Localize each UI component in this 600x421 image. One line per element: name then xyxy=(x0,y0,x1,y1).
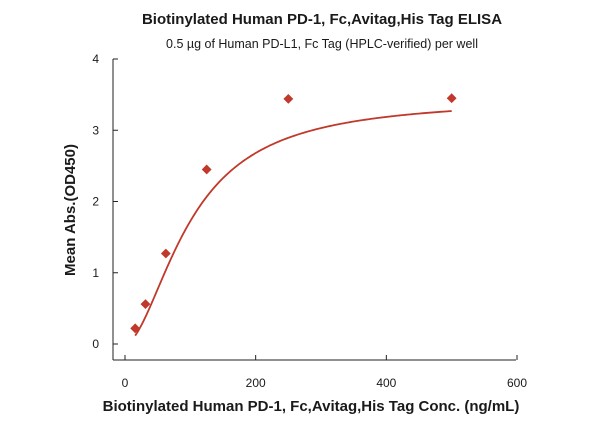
data-point xyxy=(140,299,151,310)
y-tick-label: 2 xyxy=(92,195,99,209)
y-tick-label: 1 xyxy=(92,266,99,280)
data-point xyxy=(130,323,141,334)
x-tick-label: 200 xyxy=(246,376,266,390)
chart-subtitle: 0.5 µg of Human PD-L1, Fc Tag (HPLC-veri… xyxy=(166,37,478,51)
chart-title: Biotinylated Human PD-1, Fc,Avitag,His T… xyxy=(142,11,502,28)
y-tick-label: 3 xyxy=(92,123,99,137)
y-tick-label: 4 xyxy=(92,52,99,66)
fit-curve xyxy=(134,110,452,337)
x-tick-label: 600 xyxy=(507,376,527,390)
x-tick-label: 0 xyxy=(122,376,129,390)
data-point xyxy=(283,93,294,104)
y-axis-label: Mean Abs.(OD450) xyxy=(62,144,79,276)
points-layer xyxy=(130,93,457,334)
ticks: 0 200 400 600 0 1 2 3 4 xyxy=(92,52,527,390)
data-point xyxy=(201,164,212,175)
y-tick-label: 0 xyxy=(92,337,99,351)
data-point xyxy=(446,93,457,104)
data-point xyxy=(160,248,171,259)
x-axis-label: Biotinylated Human PD-1, Fc,Avitag,His T… xyxy=(103,398,520,415)
fit-layer xyxy=(134,110,452,337)
x-tick-label: 400 xyxy=(376,376,396,390)
axes xyxy=(112,59,516,361)
